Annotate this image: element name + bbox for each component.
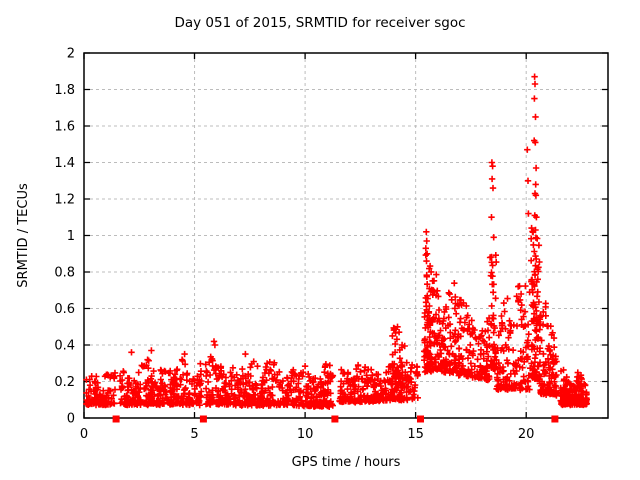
gridlines — [84, 53, 608, 418]
y-tick-label: 2 — [67, 47, 75, 62]
y-tick-label: 0.2 — [54, 375, 75, 390]
axis-ticks — [83, 52, 608, 419]
x-tick-label: 5 — [190, 427, 198, 442]
x-axis-label: GPS time / hours — [292, 455, 401, 470]
gap-marker-square — [551, 415, 559, 423]
x-tick-label: 15 — [407, 427, 424, 442]
y-tick-label: 0.6 — [54, 302, 75, 317]
y-tick-label: 1 — [67, 229, 75, 244]
y-tick-label: 0.8 — [54, 266, 75, 281]
x-tick-label: 10 — [297, 427, 314, 442]
srmtid-points — [83, 73, 590, 410]
gap-marker-square — [331, 415, 339, 423]
y-tick-label: 1.8 — [54, 83, 75, 98]
gap-marker-square — [199, 415, 207, 423]
y-tick-label: 0 — [67, 412, 75, 427]
x-tick-label: 20 — [518, 427, 535, 442]
x-tick-label: 0 — [80, 427, 88, 442]
tick-marks — [83, 52, 608, 419]
tick-labels: 0 5 10 15 20 0 0.2 0.4 0.6 0.8 1 1.2 1.4 1.6 1.8 2 — [54, 47, 534, 443]
gap-marker-square — [112, 415, 120, 423]
gap-marker-square — [417, 415, 424, 423]
y-tick-label: 1.6 — [54, 120, 75, 135]
y-tick-label: 0.4 — [54, 339, 75, 354]
chart-title: Day 051 of 2015, SRMTID for receiver sgo… — [174, 15, 465, 31]
data-points — [83, 73, 590, 423]
y-axis-label: SRMTID / TECUs — [16, 183, 31, 288]
y-tick-label: 1.2 — [54, 193, 75, 208]
y-tick-label: 1.4 — [54, 156, 75, 171]
